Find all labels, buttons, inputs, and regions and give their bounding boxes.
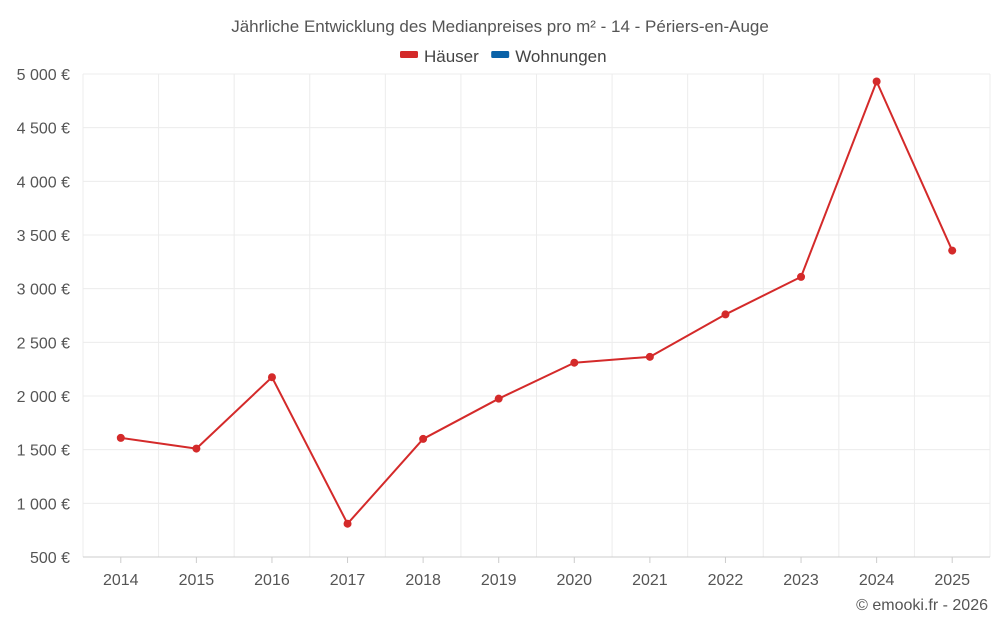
data-point: [192, 444, 201, 453]
y-tick-label: 500 €: [30, 550, 70, 567]
y-tick-label: 1 500 €: [17, 443, 70, 460]
y-tick-label: 1 000 €: [17, 496, 70, 513]
legend-swatch-wohnungen: [491, 51, 510, 58]
y-tick-label: 4 500 €: [17, 121, 70, 138]
legend-swatch-h-user: [400, 51, 418, 58]
x-tick-label: 2014: [103, 572, 139, 589]
data-point: [419, 434, 428, 443]
data-point: [267, 373, 276, 382]
y-tick-label: 4 000 €: [17, 174, 70, 191]
x-tick-label: 2019: [481, 572, 517, 589]
x-tick-label: 2015: [179, 572, 215, 589]
x-tick-label: 2025: [934, 572, 970, 589]
x-tick-label: 2016: [254, 572, 290, 589]
data-point: [872, 77, 881, 86]
x-tick-label: 2024: [859, 572, 895, 589]
legend-label-h-user: Häuser: [424, 47, 479, 66]
x-tick-label: 2023: [783, 572, 819, 589]
credit-text: © emooki.fr - 2026: [856, 597, 988, 614]
x-tick-label: 2021: [632, 572, 668, 589]
data-point: [948, 246, 957, 255]
data-point: [343, 519, 352, 528]
x-tick-label: 2018: [405, 572, 441, 589]
data-point: [721, 310, 730, 319]
y-tick-label: 3 000 €: [17, 282, 70, 299]
series-layer: [116, 77, 957, 528]
legend: Häuser Wohnungen: [400, 47, 607, 66]
data-point: [494, 394, 503, 403]
x-tick-label: 2020: [556, 572, 592, 589]
chart-title: Jährliche Entwicklung des Medianpreises …: [231, 17, 769, 36]
data-point: [570, 358, 579, 367]
y-tick-label: 2 000 €: [17, 389, 70, 406]
y-tick-label: 2 500 €: [17, 335, 70, 352]
x-tick-label: 2017: [330, 572, 366, 589]
legend-label-wohnungen: Wohnungen: [515, 47, 606, 66]
x-tick-label: 2022: [708, 572, 744, 589]
x-axis: 2014 2015 2016 2017 2018 2019 2020 2021 2022 2023…: [83, 556, 990, 589]
series-line-häuser: [120, 80, 954, 525]
data-point: [645, 352, 654, 361]
data-point: [116, 433, 125, 442]
y-axis: 500 € 1 000 € 1 500 € 2 000 € 2 500 € 3 000 €…: [17, 67, 70, 567]
y-tick-label: 5 000 €: [17, 67, 70, 84]
y-tick-label: 3 500 €: [17, 228, 70, 245]
data-point: [797, 272, 806, 281]
gridlines: [82, 73, 991, 557]
